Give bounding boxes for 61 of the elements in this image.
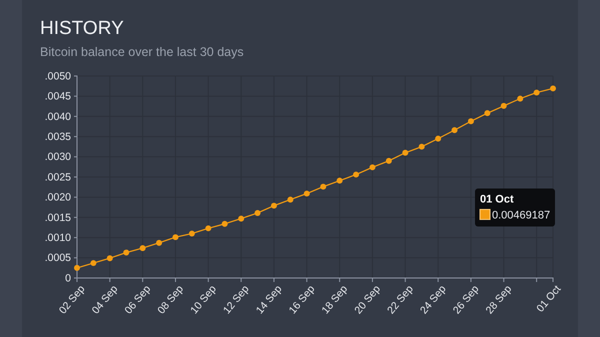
point: [140, 245, 146, 252]
point: [74, 264, 80, 271]
x-tick-label: 08 Sep: [155, 283, 186, 316]
point: [534, 90, 540, 96]
x-tick-label: 24 Sep: [418, 283, 449, 316]
point: [304, 190, 310, 197]
x-tick-label: 04 Sep: [90, 283, 120, 316]
point: [90, 260, 96, 266]
chart-title: HISTORY: [40, 18, 124, 39]
tooltip: 01 Oct 0.00469187: [475, 188, 555, 226]
x-tick-label: 16 Sep: [286, 283, 318, 316]
x-tick-label: 28 Sep: [484, 283, 514, 316]
point: [418, 144, 425, 150]
y-tick-label: 0: [65, 272, 72, 284]
x-tick-label: 10 Sep: [188, 283, 219, 316]
chart-subtitle: Bitcoin balance over the last 30 days: [40, 45, 244, 59]
y-tick-label: .0050: [44, 70, 72, 82]
point: [500, 102, 507, 109]
x-tick-label: 12 Sep: [221, 283, 252, 316]
point: [353, 172, 360, 178]
point: [402, 150, 408, 156]
y-tick-label: .0025: [44, 171, 72, 184]
point: [468, 118, 474, 124]
point: [205, 225, 212, 232]
point: [336, 178, 343, 184]
annotation: 01 Oct: [480, 193, 514, 206]
y-tick-label: .0030: [44, 151, 72, 164]
point: [156, 240, 162, 246]
point: [452, 127, 458, 134]
point: [484, 110, 490, 116]
x-tick-label: 22 Sep: [385, 283, 416, 316]
point: [435, 136, 442, 142]
point: [270, 202, 277, 209]
x-tick-label: 06 Sep: [122, 283, 154, 316]
point: [172, 234, 178, 240]
x-tick-label: 01 Oct: [534, 283, 564, 315]
x-tick-label: 18 Sep: [319, 283, 350, 316]
point: [550, 85, 556, 92]
y-tick-label: .0040: [44, 110, 72, 123]
y-tick-label: .0005: [44, 252, 72, 264]
x-tick-label: 20 Sep: [352, 283, 384, 316]
point: [386, 158, 392, 164]
y-tick-label: .0035: [44, 130, 72, 143]
point: [320, 184, 326, 190]
y-tick-label: .0020: [44, 192, 72, 204]
point: [517, 96, 524, 102]
point: [123, 250, 130, 256]
x-tick-label: 14 Sep: [254, 283, 285, 316]
y-tick-label: .0010: [44, 232, 72, 244]
point: [287, 196, 294, 203]
y-tick-label: .0015: [44, 212, 72, 224]
point: [222, 220, 228, 227]
y-tick-label: .0045: [44, 90, 72, 103]
point: [106, 255, 113, 262]
point: [238, 216, 244, 222]
point: [188, 230, 195, 237]
point: [254, 210, 261, 216]
point: [369, 164, 376, 170]
x-tick-label: 26 Sep: [450, 283, 482, 316]
annotation: 0.00469187: [492, 209, 550, 222]
x-tick-label: 02 Sep: [56, 283, 88, 316]
